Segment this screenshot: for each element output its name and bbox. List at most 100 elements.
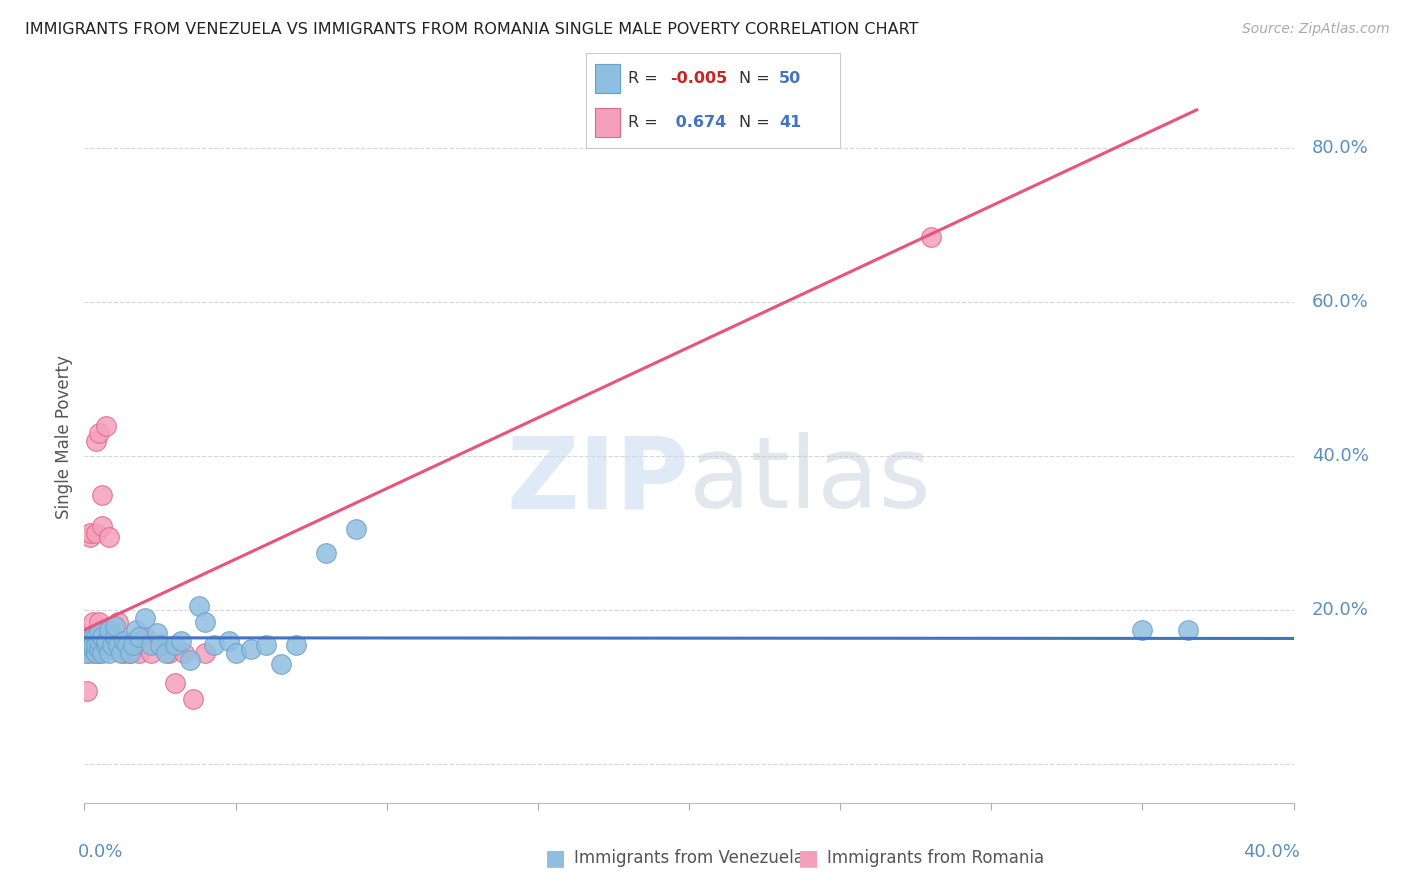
Point — [76, 646, 98, 660]
Point — [86, 630, 108, 644]
Point — [1177, 623, 1199, 637]
Text: 80.0%: 80.0% — [1312, 139, 1368, 157]
Point — [134, 611, 156, 625]
Point — [121, 638, 143, 652]
Point — [194, 646, 217, 660]
Point — [100, 638, 122, 652]
Point — [97, 646, 120, 660]
Point — [285, 638, 308, 652]
Point — [128, 630, 150, 644]
Text: atlas: atlas — [689, 433, 931, 530]
Point — [89, 615, 111, 629]
Point — [165, 638, 187, 652]
Point — [82, 638, 104, 652]
Point — [76, 638, 98, 652]
Y-axis label: Single Male Poverty: Single Male Poverty — [55, 355, 73, 519]
Point — [97, 623, 120, 637]
Point — [225, 646, 247, 660]
Point — [134, 630, 156, 644]
Point — [139, 646, 162, 660]
Text: 40.0%: 40.0% — [1243, 843, 1299, 861]
Text: 60.0%: 60.0% — [1312, 293, 1368, 311]
Point — [112, 646, 135, 660]
Point — [82, 641, 104, 656]
Point — [91, 488, 114, 502]
Point — [270, 657, 292, 672]
Point — [76, 634, 98, 648]
Point — [82, 638, 104, 652]
Text: 20.0%: 20.0% — [1312, 601, 1368, 619]
Point — [91, 646, 114, 660]
Point — [110, 638, 132, 652]
Point — [173, 646, 195, 660]
Point — [194, 615, 217, 629]
Point — [149, 638, 172, 652]
Point — [149, 638, 172, 652]
Point — [115, 638, 138, 652]
Text: Source: ZipAtlas.com: Source: ZipAtlas.com — [1241, 22, 1389, 37]
Text: 0.0%: 0.0% — [79, 843, 124, 861]
Point — [89, 426, 111, 441]
Point — [188, 599, 211, 614]
Point — [86, 638, 108, 652]
Point — [97, 530, 120, 544]
Point — [104, 630, 127, 644]
Point — [89, 641, 111, 656]
Point — [315, 545, 337, 559]
Point — [115, 638, 138, 652]
Point — [181, 691, 204, 706]
Point — [107, 638, 129, 652]
Point — [139, 638, 162, 652]
Point — [79, 630, 101, 644]
Point — [79, 638, 101, 652]
Text: Immigrants from Venezuela: Immigrants from Venezuela — [574, 849, 803, 867]
Point — [79, 638, 101, 652]
Point — [118, 646, 141, 660]
Point — [100, 638, 122, 652]
Point — [82, 615, 104, 629]
Point — [1130, 623, 1153, 637]
Point — [157, 646, 180, 660]
Point — [91, 518, 114, 533]
Point — [91, 630, 114, 644]
Text: ■: ■ — [799, 848, 818, 868]
Point — [125, 623, 148, 637]
Point — [97, 630, 120, 644]
Point — [146, 626, 169, 640]
Point — [346, 523, 368, 537]
Text: 40.0%: 40.0% — [1312, 447, 1368, 466]
Point — [218, 634, 240, 648]
Point — [79, 530, 101, 544]
Text: ■: ■ — [546, 848, 565, 868]
Point — [118, 646, 141, 660]
Point — [89, 626, 111, 640]
Point — [86, 434, 108, 448]
Point — [86, 646, 108, 660]
Point — [110, 646, 132, 660]
Point — [82, 630, 104, 644]
Point — [165, 676, 187, 690]
Point — [920, 230, 942, 244]
Text: IMMIGRANTS FROM VENEZUELA VS IMMIGRANTS FROM ROMANIA SINGLE MALE POVERTY CORRELA: IMMIGRANTS FROM VENEZUELA VS IMMIGRANTS … — [25, 22, 918, 37]
Point — [112, 634, 135, 648]
Point — [239, 641, 262, 656]
Point — [79, 526, 101, 541]
Point — [155, 646, 177, 660]
Point — [76, 646, 98, 660]
Text: ZIP: ZIP — [506, 433, 689, 530]
Point — [107, 615, 129, 629]
Point — [94, 638, 117, 652]
Point — [202, 638, 225, 652]
Point — [89, 646, 111, 660]
Point — [86, 526, 108, 541]
Point — [82, 646, 104, 660]
Point — [254, 638, 277, 652]
Point — [76, 684, 98, 698]
Point — [104, 630, 127, 644]
Text: Immigrants from Romania: Immigrants from Romania — [827, 849, 1043, 867]
Point — [121, 638, 143, 652]
Point — [89, 634, 111, 648]
Point — [79, 634, 101, 648]
Point — [94, 634, 117, 648]
Point — [94, 418, 117, 433]
